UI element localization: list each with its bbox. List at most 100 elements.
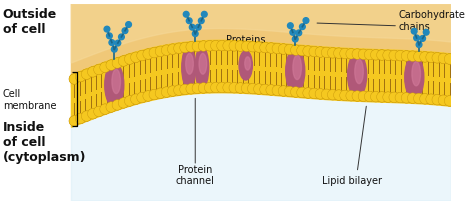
Circle shape — [195, 25, 201, 31]
Circle shape — [365, 92, 375, 102]
Circle shape — [334, 49, 344, 59]
Circle shape — [112, 59, 123, 69]
Circle shape — [155, 89, 165, 99]
Circle shape — [69, 74, 80, 85]
Circle shape — [106, 61, 117, 71]
Circle shape — [358, 91, 369, 102]
Circle shape — [115, 41, 121, 47]
Ellipse shape — [239, 52, 252, 81]
Circle shape — [278, 44, 289, 55]
Circle shape — [189, 25, 195, 31]
Circle shape — [100, 63, 110, 73]
Ellipse shape — [112, 70, 120, 94]
Circle shape — [173, 44, 184, 54]
Circle shape — [377, 92, 387, 103]
Circle shape — [395, 51, 406, 62]
Ellipse shape — [347, 54, 367, 98]
Circle shape — [309, 47, 319, 57]
Circle shape — [180, 43, 190, 54]
Circle shape — [130, 53, 141, 63]
Circle shape — [229, 83, 239, 94]
Circle shape — [340, 91, 350, 101]
Circle shape — [383, 51, 393, 61]
Circle shape — [124, 96, 135, 107]
Circle shape — [352, 91, 363, 102]
Circle shape — [303, 19, 309, 24]
Circle shape — [328, 90, 338, 101]
Circle shape — [247, 84, 258, 94]
Circle shape — [241, 42, 252, 52]
Circle shape — [358, 50, 369, 60]
Circle shape — [192, 84, 202, 94]
Circle shape — [377, 50, 387, 61]
Circle shape — [292, 37, 298, 43]
Circle shape — [69, 116, 80, 126]
Circle shape — [137, 93, 147, 103]
Ellipse shape — [199, 54, 207, 75]
Ellipse shape — [245, 57, 250, 71]
Circle shape — [122, 29, 128, 34]
Circle shape — [297, 46, 307, 56]
Circle shape — [411, 29, 417, 35]
Circle shape — [229, 83, 239, 94]
Text: Protein
channel: Protein channel — [176, 164, 215, 185]
Circle shape — [180, 85, 190, 95]
Circle shape — [118, 98, 129, 109]
Circle shape — [149, 48, 159, 59]
Circle shape — [180, 43, 190, 54]
Circle shape — [426, 95, 436, 105]
Circle shape — [426, 53, 436, 63]
Circle shape — [377, 92, 387, 103]
Circle shape — [389, 51, 400, 61]
Circle shape — [130, 53, 141, 63]
Circle shape — [161, 46, 172, 56]
Circle shape — [352, 50, 363, 60]
Circle shape — [254, 84, 264, 95]
Circle shape — [260, 85, 270, 95]
Circle shape — [124, 55, 135, 65]
Circle shape — [69, 116, 80, 126]
Circle shape — [82, 70, 92, 80]
Circle shape — [167, 45, 178, 55]
Circle shape — [334, 90, 344, 101]
Circle shape — [247, 84, 258, 94]
Circle shape — [290, 30, 296, 36]
Circle shape — [75, 114, 86, 124]
Circle shape — [300, 25, 305, 30]
Circle shape — [284, 87, 295, 97]
Circle shape — [247, 42, 258, 53]
Circle shape — [401, 93, 412, 104]
Circle shape — [377, 50, 387, 61]
Circle shape — [303, 47, 313, 57]
Circle shape — [288, 24, 293, 29]
Circle shape — [112, 59, 123, 69]
Circle shape — [438, 54, 448, 64]
Circle shape — [183, 12, 189, 18]
Circle shape — [352, 50, 363, 60]
Circle shape — [321, 48, 332, 58]
Circle shape — [124, 96, 135, 107]
Circle shape — [88, 109, 98, 119]
Circle shape — [266, 85, 276, 96]
Circle shape — [266, 44, 276, 54]
Circle shape — [432, 53, 442, 64]
Circle shape — [260, 43, 270, 54]
Circle shape — [204, 83, 215, 94]
Circle shape — [309, 89, 319, 99]
Circle shape — [321, 90, 332, 100]
Circle shape — [143, 50, 154, 60]
Text: Cell
membrane: Cell membrane — [3, 89, 56, 110]
Circle shape — [94, 65, 104, 75]
Circle shape — [303, 47, 313, 57]
Circle shape — [82, 111, 92, 122]
Circle shape — [328, 90, 338, 101]
Circle shape — [383, 92, 393, 103]
Ellipse shape — [182, 48, 195, 89]
Circle shape — [210, 83, 221, 93]
Circle shape — [104, 27, 110, 33]
Circle shape — [321, 48, 332, 58]
Circle shape — [371, 92, 381, 102]
Circle shape — [217, 41, 227, 52]
Circle shape — [278, 86, 289, 97]
Circle shape — [118, 56, 129, 67]
